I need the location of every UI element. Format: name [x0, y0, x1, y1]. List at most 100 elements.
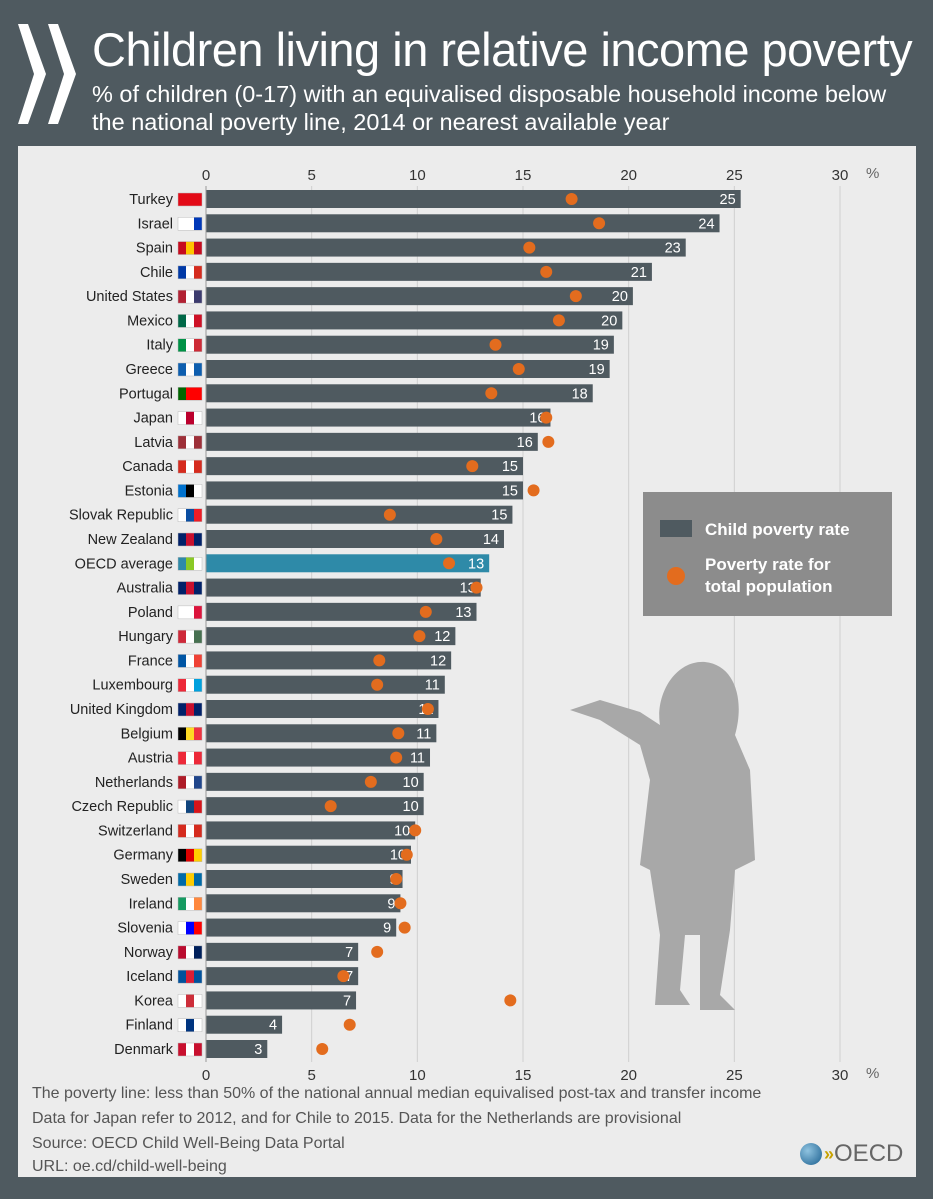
- flag-stripe: [186, 581, 194, 595]
- flag-stripe: [194, 921, 202, 935]
- flag-stripe: [186, 1018, 194, 1032]
- bar-value-label: 19: [593, 338, 609, 354]
- bar: [206, 651, 452, 670]
- bar-value-label: 13: [455, 605, 471, 621]
- flag-stripe: [186, 727, 194, 741]
- flag-stripe: [178, 824, 186, 838]
- url-link[interactable]: URL: oe.cd/child-well-being: [32, 1158, 227, 1175]
- flag-stripe: [178, 727, 186, 741]
- flag-stripe: [186, 557, 194, 571]
- flag-icon: [177, 314, 203, 328]
- category-label: Switzerland: [98, 823, 173, 839]
- flag-stripe: [186, 508, 194, 522]
- category-label: Czech Republic: [71, 799, 173, 815]
- flag-stripe: [186, 484, 194, 498]
- bar-value-label: 7: [345, 945, 353, 961]
- flag-icon: [177, 484, 203, 498]
- bar: [206, 602, 477, 621]
- population-poverty-dot: [421, 703, 434, 715]
- flag-stripe: [194, 945, 202, 959]
- population-poverty-dot: [523, 241, 536, 254]
- flag-icon: [177, 508, 203, 522]
- flag-stripe: [194, 727, 202, 741]
- x-tick-label-top: 0: [202, 167, 210, 184]
- flag-icon: [177, 338, 203, 352]
- flag-stripe: [194, 557, 202, 571]
- flag-stripe: [178, 314, 186, 328]
- bar: [206, 335, 614, 354]
- flag-icon: [177, 605, 203, 620]
- footnote-poverty-line: The poverty line: less than 50% of the n…: [32, 1085, 762, 1102]
- flag-stripe: [194, 703, 202, 716]
- flag-icon: [177, 702, 203, 717]
- page-title: Children living in relative income pover…: [92, 23, 913, 76]
- bar-value-label: 11: [416, 726, 431, 742]
- population-poverty-dot: [430, 533, 443, 545]
- bar: [206, 238, 686, 257]
- flag-stripe: [194, 654, 202, 668]
- flag-stripe: [178, 363, 186, 376]
- population-poverty-dot: [394, 897, 407, 910]
- flag-stripe: [178, 605, 186, 619]
- bar: [206, 408, 551, 427]
- flag-stripe: [194, 363, 202, 376]
- population-poverty-dot: [485, 387, 498, 400]
- flag-stripe: [178, 630, 186, 644]
- bar: [206, 262, 652, 281]
- bar: [206, 991, 357, 1010]
- bar-value-label: 14: [483, 532, 499, 548]
- flag-stripe: [186, 848, 194, 862]
- bar-value-label: 19: [589, 362, 605, 378]
- flag-stripe: [186, 630, 194, 644]
- category-label: Germany: [113, 848, 173, 864]
- flag-stripe: [194, 435, 202, 449]
- flag-stripe: [194, 290, 202, 304]
- flag-stripe: [194, 217, 202, 231]
- flag-icon: [177, 727, 203, 741]
- bar-value-label: 10: [394, 823, 410, 839]
- bar-value-label: 20: [601, 313, 617, 329]
- bar-value-label: 9: [387, 896, 395, 912]
- category-label: Slovak Republic: [69, 508, 173, 524]
- flag-stripe: [194, 460, 202, 474]
- bar: [206, 214, 720, 233]
- bar: [206, 772, 424, 791]
- flag-stripe: [178, 1018, 186, 1032]
- population-poverty-dot: [527, 484, 540, 497]
- category-label: Ireland: [129, 896, 173, 912]
- bar-value-label: 9: [383, 921, 391, 937]
- flag-icon: [177, 581, 203, 595]
- flag-stripe: [178, 703, 186, 716]
- category-label: Mexico: [127, 313, 173, 329]
- flag-stripe: [178, 387, 186, 401]
- bar: [206, 821, 416, 840]
- flag-stripe: [186, 897, 194, 911]
- flag-stripe: [178, 751, 186, 765]
- bar-value-label: 15: [491, 508, 507, 524]
- bar-value-label: 15: [502, 459, 518, 475]
- flag-icon: [177, 265, 203, 280]
- flag-stripe: [194, 873, 202, 886]
- flag-stripe: [178, 508, 186, 522]
- flag-stripe: [186, 314, 194, 328]
- flag-icon: [177, 848, 203, 862]
- flag-stripe: [178, 484, 186, 498]
- x-tick-label-top: 15: [515, 167, 532, 184]
- bar: [206, 918, 397, 937]
- bar: [206, 360, 610, 378]
- flag-icon: [177, 872, 203, 887]
- bar: [206, 942, 359, 961]
- category-label: Korea: [134, 993, 174, 1009]
- category-label: OECD average: [75, 556, 173, 572]
- population-poverty-dot: [390, 873, 403, 885]
- flag-stripe: [194, 994, 202, 1008]
- flag-stripe: [178, 581, 186, 595]
- child-silhouette-icon: [570, 661, 755, 1010]
- bar-value-label: 21: [631, 265, 647, 281]
- flag-stripe: [194, 1018, 202, 1032]
- flag-stripe: [186, 994, 194, 1008]
- legend-swatch-dot: [667, 567, 685, 585]
- flag-icon: [177, 945, 203, 960]
- flag-stripe: [178, 533, 186, 546]
- legend-label-total-line2: total population: [705, 577, 832, 596]
